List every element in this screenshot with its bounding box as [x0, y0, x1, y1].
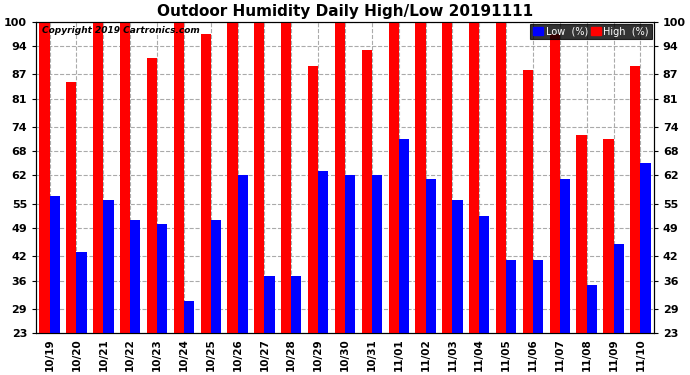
- Bar: [130, 220, 140, 333]
- Bar: [613, 244, 624, 333]
- Bar: [630, 66, 640, 333]
- Bar: [550, 34, 560, 333]
- Bar: [77, 252, 87, 333]
- Bar: [264, 276, 275, 333]
- Bar: [254, 22, 264, 333]
- Bar: [345, 176, 355, 333]
- Bar: [318, 171, 328, 333]
- Bar: [523, 70, 533, 333]
- Bar: [442, 22, 453, 333]
- Bar: [39, 22, 50, 333]
- Bar: [174, 22, 184, 333]
- Bar: [399, 139, 409, 333]
- Bar: [533, 260, 543, 333]
- Bar: [388, 22, 399, 333]
- Bar: [93, 22, 104, 333]
- Bar: [50, 196, 60, 333]
- Bar: [228, 22, 237, 333]
- Bar: [560, 179, 570, 333]
- Bar: [291, 276, 302, 333]
- Bar: [506, 260, 516, 333]
- Bar: [120, 22, 130, 333]
- Bar: [157, 224, 167, 333]
- Bar: [147, 58, 157, 333]
- Bar: [453, 200, 462, 333]
- Bar: [415, 22, 426, 333]
- Text: Copyright 2019 Cartronics.com: Copyright 2019 Cartronics.com: [42, 26, 200, 35]
- Bar: [640, 163, 651, 333]
- Bar: [496, 22, 506, 333]
- Title: Outdoor Humidity Daily High/Low 20191111: Outdoor Humidity Daily High/Low 20191111: [157, 4, 533, 19]
- Bar: [586, 285, 597, 333]
- Bar: [480, 216, 489, 333]
- Bar: [281, 22, 291, 333]
- Bar: [335, 22, 345, 333]
- Bar: [372, 176, 382, 333]
- Bar: [184, 301, 194, 333]
- Bar: [201, 34, 210, 333]
- Bar: [237, 176, 248, 333]
- Bar: [576, 135, 586, 333]
- Bar: [210, 220, 221, 333]
- Bar: [362, 50, 372, 333]
- Bar: [469, 22, 480, 333]
- Bar: [603, 139, 613, 333]
- Bar: [66, 82, 77, 333]
- Legend: Low  (%), High  (%): Low (%), High (%): [530, 24, 652, 39]
- Bar: [104, 200, 114, 333]
- Bar: [426, 179, 436, 333]
- Bar: [308, 66, 318, 333]
